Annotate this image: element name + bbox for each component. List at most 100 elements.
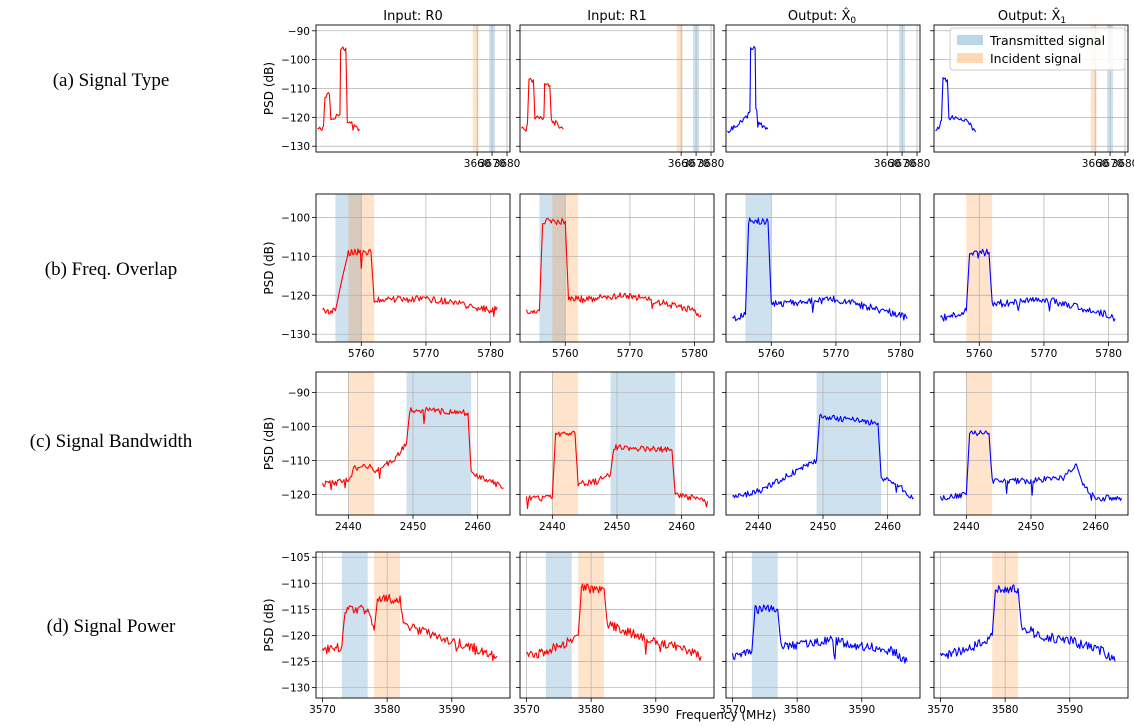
psd-trace (521, 77, 564, 132)
row-label-c: (c) Signal Bandwidth (30, 431, 193, 452)
panel-r3-c0: 3570 3580 3590 −130 −125 −120 −115 −110 −105 PSD … (262, 551, 511, 716)
panel-frame (519, 551, 715, 699)
x-tick-label: 3590 (848, 704, 875, 716)
transmitted-band (816, 372, 882, 515)
x-tick-label: 2440 (953, 521, 980, 533)
psd-trace (731, 604, 908, 664)
x-tick-label: 3660 (668, 158, 695, 170)
psd-trace (525, 430, 709, 509)
x-tick-label: 3580 (374, 704, 401, 716)
x-tick-label: 3570 (927, 704, 954, 716)
x-tick-label: 5760 (552, 348, 579, 360)
panel-frame (725, 371, 921, 516)
psd-trace (939, 584, 1116, 662)
x-tick-label: 5770 (413, 348, 440, 360)
x-tick-label: 5770 (823, 348, 850, 360)
x-tick-label: 2450 (1018, 521, 1045, 533)
panel-frame (315, 193, 511, 343)
x-tick-label: 5780 (681, 348, 708, 360)
x-tick-label: 3580 (992, 704, 1019, 716)
x-tick-label: 3660 (1082, 158, 1109, 170)
row-label-b: (b) Freq. Overlap (45, 259, 177, 280)
x-tick-label: 5780 (1095, 348, 1122, 360)
panel-frame (933, 24, 1129, 153)
psd-trace (317, 46, 360, 132)
psd-trace (321, 406, 504, 491)
panel-r2-c3: 2440 2450 2460 (930, 371, 1129, 533)
y-axis-label: PSD (dB) (262, 241, 276, 294)
y-tick-label: −90 (288, 26, 310, 38)
column-title-output-x1: Output: X̂1 (998, 9, 1066, 26)
column-title-input-r1: Input: R1 (587, 9, 646, 24)
column-title-output-x0-subscript: 0 (850, 16, 856, 26)
psd-trace (322, 248, 498, 317)
y-tick-label: −100 (281, 212, 310, 224)
x-tick-label: 2440 (335, 521, 362, 533)
x-tick-label: 3680 (698, 158, 725, 170)
transmitted-band (335, 194, 362, 342)
x-tick-label: 5780 (477, 348, 504, 360)
x-tick-label: 3670 (479, 158, 506, 170)
x-tick-label: 2460 (464, 521, 491, 533)
panel-r1-c3: 5760 5770 5780 (930, 193, 1129, 360)
psd-trace (939, 429, 1123, 502)
x-tick-label: 2460 (874, 521, 901, 533)
x-tick-label: 3670 (683, 158, 710, 170)
transmitted-band (539, 194, 566, 342)
x-axis-label: Frequency (MHz) (676, 708, 777, 722)
row-label-d: (d) Signal Power (47, 616, 176, 637)
y-axis-label: PSD (dB) (262, 417, 276, 470)
y-tick-label: −110 (281, 251, 310, 263)
incident-band (348, 372, 375, 515)
x-tick-label: 3580 (578, 704, 605, 716)
x-tick-label: 2440 (745, 521, 772, 533)
panel-frame (725, 551, 921, 699)
y-tick-label: −110 (281, 578, 310, 590)
x-tick-label: 3680 (904, 158, 931, 170)
x-tick-label: 3670 (1097, 158, 1124, 170)
legend-box (949, 27, 1126, 71)
panel-frame (315, 24, 511, 153)
y-axis-label: PSD (dB) (262, 598, 276, 651)
x-tick-label: 5760 (348, 348, 375, 360)
legend-swatch-transmitted (957, 35, 983, 45)
psd-trace (526, 583, 702, 661)
x-tick-label: 2460 (668, 521, 695, 533)
panel-frame (315, 551, 511, 699)
x-tick-label: 5760 (966, 348, 993, 360)
y-tick-label: −130 (281, 329, 310, 341)
panel-frame (315, 371, 511, 516)
x-tick-label: 3590 (642, 704, 669, 716)
y-tick-label: −100 (281, 55, 310, 67)
panel-r2-c0: 2440 2450 2460 −120 −110 −100 −90 PSD (dB) (262, 371, 511, 533)
x-tick-label: 5760 (758, 348, 785, 360)
x-tick-label: 2440 (539, 521, 566, 533)
y-tick-label: −105 (281, 552, 310, 564)
x-tick-label: 2450 (810, 521, 837, 533)
transmitted-band (610, 372, 676, 515)
panel-r2-c1: 2440 2450 2460 (516, 371, 715, 533)
psd-trace (525, 217, 702, 318)
panel-r3-c1: 3570 3580 3590 (513, 551, 715, 716)
transmitted-band (406, 372, 472, 515)
legend-label-transmitted: Transmitted signal (989, 33, 1105, 48)
x-tick-label: 3570 (513, 704, 540, 716)
legend-label-incident: Incident signal (990, 51, 1081, 66)
legend: Transmitted signal Incident signal (949, 27, 1126, 71)
psd-trace (727, 45, 769, 134)
x-tick-label: 3660 (874, 158, 901, 170)
x-tick-label: 3570 (719, 704, 746, 716)
panel-r3-c3: 3570 3580 3590 (927, 551, 1129, 716)
x-tick-label: 5770 (1031, 348, 1058, 360)
incident-band (552, 372, 579, 515)
y-tick-label: −120 (281, 630, 310, 642)
transmitted-band (745, 194, 772, 342)
panel-frame (725, 193, 921, 343)
x-tick-label: 3580 (784, 704, 811, 716)
panel-r1-c0: 5760 5770 5780 −130 −120 −110 −100 PSD (dB) (262, 193, 511, 360)
y-tick-label: −125 (281, 657, 310, 669)
incident-band (966, 372, 993, 515)
